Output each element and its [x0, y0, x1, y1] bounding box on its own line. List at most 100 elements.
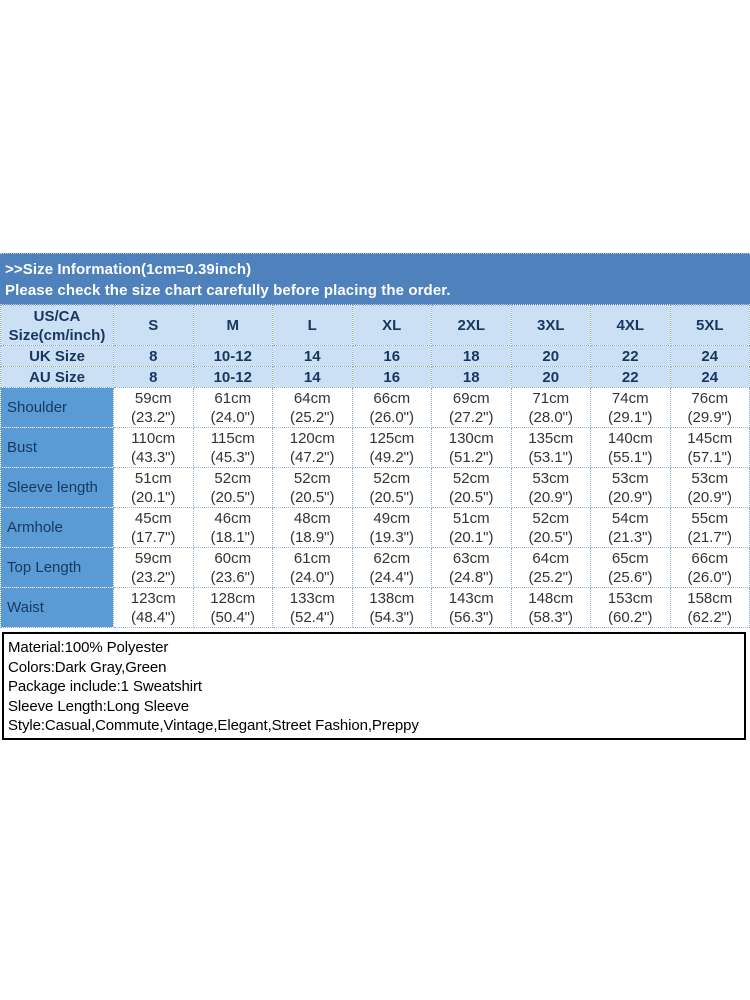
- measurement-value-cell: 61cm (24.0"): [192, 387, 273, 428]
- cm-value: 148cm: [528, 589, 574, 607]
- cm-value: 59cm: [134, 549, 172, 567]
- region-size-value: 16: [351, 345, 432, 367]
- region-size-value: 22: [590, 345, 671, 367]
- inch-value: (18.1"): [210, 528, 255, 546]
- measurement-value-cell: 52cm (20.5"): [510, 507, 591, 548]
- measurement-value-cell: 148cm (58.3"): [510, 587, 591, 628]
- cm-value: 53cm: [691, 469, 729, 487]
- measurement-value-cell: 52cm (20.5"): [272, 467, 353, 508]
- inch-value: (25.6"): [607, 568, 653, 586]
- size-info-banner: >>Size Information(1cm=0.39inch) Please …: [0, 253, 750, 305]
- inch-value: (29.1"): [607, 408, 653, 426]
- size-info-title: >>Size Information(1cm=0.39inch): [5, 261, 252, 278]
- inch-value: (48.4"): [130, 608, 176, 626]
- inch-value: (23.2"): [130, 568, 176, 586]
- measurement-value-cell: 48cm (18.9"): [272, 507, 353, 548]
- inch-value: (20.5"): [289, 488, 335, 506]
- region-size-row: UK Size 8 10-12 14 16 18 20 22 24: [0, 345, 750, 367]
- inch-value: (17.7"): [130, 528, 176, 546]
- inch-value: (49.2"): [369, 448, 414, 466]
- cm-value: 125cm: [369, 429, 415, 447]
- measurement-value-cell: 55cm (21.7"): [669, 507, 750, 548]
- measurement-row: Sleeve length 51cm (20.1") 52cm (20.5") 52cm(…: [0, 467, 750, 508]
- size-column-header: S: [113, 305, 194, 346]
- inch-value: (20.5"): [528, 528, 573, 546]
- inch-value: (58.3"): [528, 608, 573, 626]
- measurement-label: Bust: [0, 427, 114, 468]
- measurement-row: Bust 110cm (43.3") 115cm (45.3") 120cm (47.2")…: [0, 427, 750, 468]
- measurement-value-cell: 158cm (62.2"): [669, 587, 750, 628]
- measurement-value-cell: 143cm (56.3"): [431, 587, 512, 628]
- inch-value: (24.8"): [448, 568, 494, 586]
- measurement-row: Top Length 59cm (23.2") 60cm (23.6") 61cm (24.…: [0, 547, 750, 588]
- cm-value: 69cm: [452, 389, 490, 407]
- inch-value: (20.9"): [607, 488, 653, 506]
- region-size-value: 20: [510, 345, 591, 367]
- measurement-value-cell: 125cm (49.2"): [351, 427, 432, 468]
- cm-value: 51cm: [134, 469, 172, 487]
- cm-value: 52cm: [214, 469, 252, 487]
- measurement-value-cell: 133cm (52.4"): [272, 587, 353, 628]
- size-header-row: US/CA Size(cm/inch) S M L XL 2XL 3XL 4XL 5XL: [0, 305, 750, 346]
- measurement-value-cell: 51cm (20.1"): [113, 467, 194, 508]
- measurement-value-cell: 59cm (23.2"): [113, 387, 194, 428]
- cm-value: 123cm: [130, 589, 176, 607]
- cm-value: 128cm: [210, 589, 256, 607]
- product-info-package: Package include:1 Sweatshirt: [8, 678, 202, 695]
- inch-value: (60.2"): [607, 608, 653, 626]
- inch-value: (24.0"): [210, 408, 255, 426]
- inch-value: (19.3"): [369, 528, 414, 546]
- corner-cell-line: Size(cm/inch): [8, 326, 106, 344]
- measurement-value-cell: 66cm (26.0"): [669, 547, 750, 588]
- inch-value: (43.3"): [130, 448, 176, 466]
- region-size-label: AU Size: [0, 366, 114, 388]
- cm-value: 66cm: [373, 389, 411, 407]
- inch-value: (21.7"): [687, 528, 732, 546]
- cm-value: 71cm: [532, 389, 570, 407]
- region-size-value: 16: [351, 366, 432, 388]
- cm-value: 45cm: [134, 509, 172, 527]
- inch-value: (20.5"): [369, 488, 414, 506]
- measurement-value-cell: 115cm (45.3"): [192, 427, 273, 468]
- cm-value: 61cm: [293, 549, 331, 567]
- cm-value: 59cm: [134, 389, 172, 407]
- measurement-value-cell: 62cm (24.4"): [351, 547, 432, 588]
- cm-value: 133cm: [289, 589, 335, 607]
- product-info-style: Style:Casual,Commute,Vintage,Elegant,Str…: [8, 717, 419, 734]
- cm-value: 61cm: [214, 389, 252, 407]
- inch-value: (23.6"): [210, 568, 255, 586]
- inch-value: (47.2"): [289, 448, 335, 466]
- inch-value: (27.2"): [448, 408, 494, 426]
- corner-cell: US/CA Size(cm/inch): [0, 305, 114, 346]
- cm-value: 158cm: [687, 589, 733, 607]
- cm-value: 110cm: [131, 429, 176, 447]
- inch-value: (18.9"): [289, 528, 335, 546]
- cm-value: 138cm: [369, 589, 415, 607]
- measurement-value-cell: 59cm (23.2"): [113, 547, 194, 588]
- inch-value: (25.2"): [528, 568, 573, 586]
- measurement-row: Armhole 45cm (17.7") 46cm (18.1") 48cm (18.9")…: [0, 507, 750, 548]
- measurement-value-cell: 53cm (20.9"): [510, 467, 591, 508]
- measurement-value-cell: 138cm (54.3"): [351, 587, 432, 628]
- inch-value: (57.1"): [687, 448, 732, 466]
- product-info-box: Material:100% Polyester Colors:Dark Gray…: [2, 632, 746, 740]
- region-size-value: 10-12: [192, 366, 273, 388]
- measurement-value-cell: 135cm (53.1"): [510, 427, 591, 468]
- corner-cell-line: US/CA: [33, 307, 81, 325]
- cm-value: 130cm: [448, 429, 494, 447]
- cm-value: 52cm: [293, 469, 331, 487]
- region-size-value: 18: [431, 366, 512, 388]
- cm-value: 46cm: [214, 509, 252, 527]
- inch-value: (29.9"): [687, 408, 732, 426]
- measurement-value-cell: 130cm (51.2"): [431, 427, 512, 468]
- cm-value: 49cm: [373, 509, 411, 527]
- measurement-value-cell: 53cm (20.9"): [669, 467, 750, 508]
- cm-value: 64cm: [532, 549, 570, 567]
- measurement-value-cell: 140cm (55.1"): [590, 427, 671, 468]
- cm-value: 65cm: [611, 549, 649, 567]
- cm-value: 140cm: [607, 429, 653, 447]
- measurement-value-cell: 61cm (24.0"): [272, 547, 353, 588]
- size-column-header: XL: [351, 305, 432, 346]
- product-info-sleeve: Sleeve Length:Long Sleeve: [8, 697, 189, 715]
- cm-value: 120cm: [289, 429, 335, 447]
